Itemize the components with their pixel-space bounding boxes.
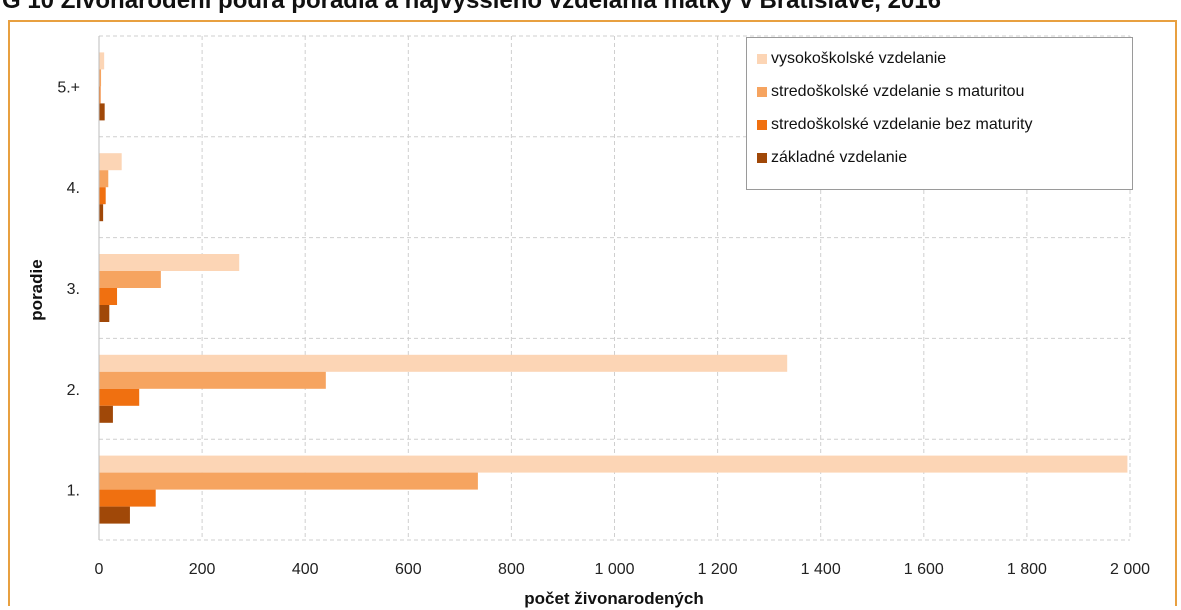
legend-swatch (757, 54, 767, 64)
bar (99, 103, 105, 121)
bar (99, 170, 109, 188)
bar (99, 271, 161, 288)
x-tick-label: 2 000 (1110, 561, 1150, 578)
x-tick-label: 1 000 (594, 561, 634, 578)
bar (99, 153, 122, 171)
x-tick-label: 1 800 (1007, 561, 1047, 578)
bar (99, 187, 106, 205)
x-tick-label: 200 (189, 561, 216, 578)
bar (99, 204, 104, 222)
legend-item: vysokoškolské vzdelanie (757, 49, 946, 69)
bar (99, 472, 478, 490)
title-bar: G 10 Živonarodení podľa poradia a najvyš… (0, 0, 1181, 40)
bar (99, 489, 156, 507)
legend-swatch (757, 87, 767, 97)
bar (99, 254, 240, 271)
bar (99, 69, 102, 87)
axis-layer: 1. 2. 3. 4. 5.+ 0 200 400 600 800 1 000 1 200 1 400 1… (57, 36, 1150, 578)
legend-label: základné vzdelanie (771, 149, 908, 166)
x-tick-label: 600 (395, 561, 422, 578)
x-tick-label: 400 (292, 561, 319, 578)
legend-item: základné vzdelanie (757, 148, 907, 168)
y-axis-title: poradie (27, 259, 46, 320)
y-tick-label: 2. (67, 382, 80, 399)
y-tick-label: 4. (67, 180, 80, 197)
x-tick-label: 1 200 (698, 561, 738, 578)
bar (99, 354, 788, 372)
legend-swatch (757, 153, 767, 163)
legend: vysokoškolské vzdelanie stredoškolské vzd… (746, 37, 1133, 190)
legend-swatch (757, 120, 767, 130)
x-axis-title: počet živonarodených (524, 589, 703, 608)
legend-label: vysokoškolské vzdelanie (771, 50, 947, 67)
bar (99, 506, 130, 524)
legend-label: stredoškolské vzdelanie s maturitou (771, 83, 1025, 100)
bar (99, 371, 326, 389)
bar (99, 388, 140, 406)
legend-item: stredoškolské vzdelanie bez maturity (757, 115, 1032, 135)
bar (99, 405, 113, 423)
bars-layer (99, 52, 1128, 524)
y-tick-label: 1. (67, 483, 80, 500)
bar (99, 86, 101, 104)
chart-frame (8, 20, 1177, 606)
bar (99, 288, 118, 305)
bar (99, 455, 1128, 473)
y-tick-label: 3. (67, 281, 80, 298)
x-tick-label: 0 (95, 561, 104, 578)
legend-item: stredoškolské vzdelanie s maturitou (757, 82, 1024, 102)
x-tick-label: 1 400 (801, 561, 841, 578)
x-tick-label: 800 (498, 561, 525, 578)
chart-title: G 10 Živonarodení podľa poradia a najvyš… (2, 0, 941, 14)
x-tick-label: 1 600 (904, 561, 944, 578)
bar (99, 305, 110, 322)
y-tick-label: 5.+ (57, 79, 80, 96)
bar (99, 52, 105, 70)
legend-label: stredoškolské vzdelanie bez maturity (771, 116, 1033, 133)
